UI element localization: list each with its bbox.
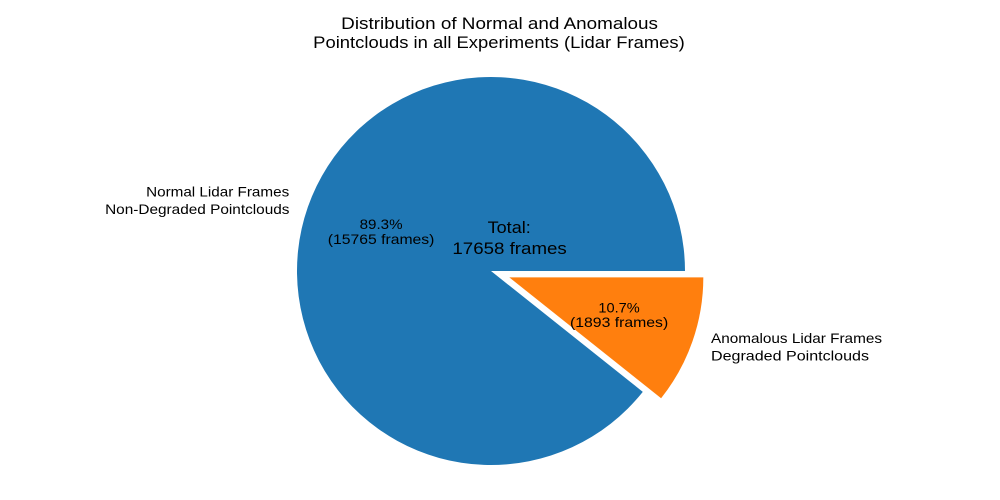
svg-text:17658 frames: 17658 frames <box>452 239 566 258</box>
svg-text:Total:: Total: <box>488 218 531 237</box>
svg-text:89.3%: 89.3% <box>360 216 403 232</box>
svg-text:Degraded Pointclouds: Degraded Pointclouds <box>711 347 869 363</box>
svg-text:10.7%: 10.7% <box>598 300 639 316</box>
svg-text:Normal Lidar Frames: Normal Lidar Frames <box>146 184 289 200</box>
svg-text:Anomalous Lidar Frames: Anomalous Lidar Frames <box>711 330 882 346</box>
svg-text:Non-Degraded Pointclouds: Non-Degraded Pointclouds <box>105 201 289 217</box>
svg-text:Pointclouds in all Experiments: Pointclouds in all Experiments (Lidar Fr… <box>313 33 685 52</box>
svg-text:(15765 frames): (15765 frames) <box>328 231 435 247</box>
svg-text:(1893 frames): (1893 frames) <box>570 314 668 330</box>
svg-text:Distribution of Normal and Ano: Distribution of Normal and Anomalous <box>341 14 658 33</box>
